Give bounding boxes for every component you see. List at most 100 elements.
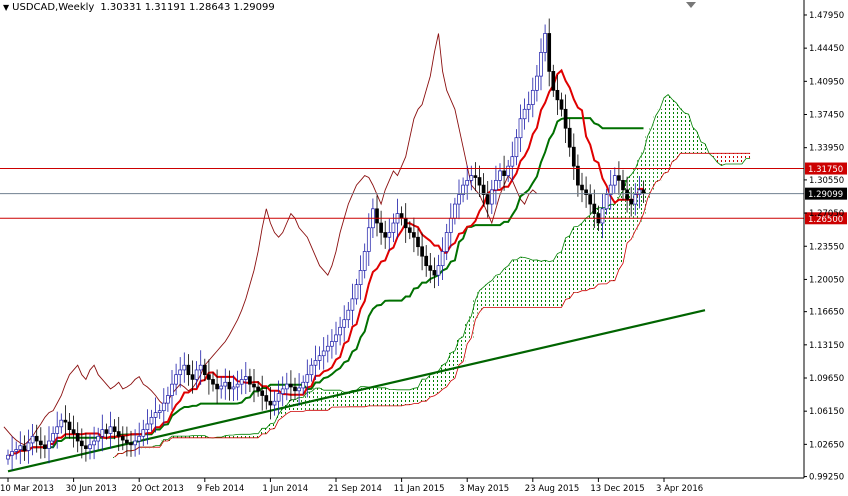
date-tick-label: 23 Aug 2015 — [525, 484, 579, 494]
cloud-band — [530, 260, 535, 308]
candle — [301, 375, 306, 395]
level-tag-label: 1.29099 — [808, 190, 843, 200]
cloud-band — [231, 434, 236, 438]
candle — [219, 376, 224, 399]
candle — [412, 217, 416, 253]
indicator-lines — [3, 33, 706, 473]
candle — [330, 329, 334, 359]
candle — [6, 449, 10, 465]
candle — [51, 426, 55, 449]
level-tag — [805, 162, 847, 175]
candle — [305, 359, 310, 398]
cloud-band — [727, 153, 732, 165]
candle — [211, 372, 215, 392]
cloud-band — [387, 389, 392, 406]
cloud-band — [399, 389, 404, 406]
candle — [276, 380, 281, 415]
level-tag-label: 1.31750 — [808, 165, 843, 175]
candle — [166, 386, 170, 412]
cloud-band — [502, 268, 507, 308]
candle — [383, 220, 388, 249]
candle — [207, 359, 211, 395]
candle — [92, 426, 96, 460]
cloud-band — [538, 261, 544, 308]
cloud-band — [420, 379, 425, 402]
date-tick-label: 13 Dec 2015 — [590, 484, 644, 494]
date-tick-label: 3 Apr 2016 — [656, 484, 703, 494]
candle — [34, 424, 39, 453]
date-tick-label: 30 Jun 2013 — [66, 484, 117, 494]
cloud-band — [194, 435, 199, 438]
candle — [399, 206, 404, 226]
candle — [407, 221, 412, 240]
candle — [79, 428, 84, 459]
cloud-band — [407, 389, 412, 405]
cloud-band — [514, 259, 519, 308]
cloud-band — [604, 207, 609, 284]
candle — [444, 223, 449, 261]
cloud-band — [522, 257, 527, 308]
candle — [268, 386, 273, 420]
candle — [182, 352, 187, 383]
cloud-band — [526, 258, 531, 308]
level-tag — [805, 187, 847, 200]
candle — [284, 372, 289, 401]
cloud-band — [415, 387, 421, 404]
cloud-band — [145, 447, 150, 449]
candle — [297, 373, 301, 406]
candle — [47, 426, 51, 464]
cloud-band — [715, 153, 720, 163]
price-tick-label: 1.13150 — [809, 341, 844, 351]
candle — [227, 370, 232, 401]
cloud-band — [469, 316, 474, 338]
cloud-band — [506, 265, 511, 308]
candle — [637, 175, 642, 209]
level-tag — [805, 212, 847, 225]
cloud-band — [174, 436, 179, 438]
candle — [592, 189, 597, 229]
date-tick-label: 21 Sep 2014 — [328, 484, 382, 494]
candle — [342, 305, 347, 342]
senkou-span-b — [114, 152, 751, 458]
cloud-band — [366, 387, 371, 406]
cloud-band — [149, 447, 154, 449]
candle — [325, 334, 330, 363]
candle — [428, 253, 433, 284]
candle — [600, 193, 605, 239]
date-tick-label: 11 Jan 2015 — [394, 484, 445, 494]
cloud-band — [723, 153, 728, 165]
candle — [22, 435, 27, 461]
date-tick-label: 3 May 2015 — [459, 484, 509, 494]
price-tick-label: 0.99250 — [809, 473, 844, 483]
horizontal-levels: 1.31750 1.29099 1.26500 — [0, 162, 847, 225]
candle — [416, 228, 420, 256]
dropdown-triangle-icon[interactable]: ▼ — [3, 3, 10, 12]
price-tick-label: 1.37450 — [809, 111, 844, 121]
candle — [358, 255, 363, 300]
candle — [63, 405, 68, 437]
cloud-band — [362, 386, 367, 407]
cloud-band — [588, 214, 593, 289]
cloud-band — [620, 190, 626, 264]
candle — [551, 64, 556, 97]
candle — [104, 423, 109, 440]
cloud-band — [182, 436, 187, 438]
down-triangle-icon[interactable] — [686, 2, 696, 8]
cloud-band — [551, 260, 556, 308]
candle — [494, 165, 498, 205]
candle — [71, 415, 76, 448]
candle — [30, 423, 35, 456]
candle — [547, 18, 552, 87]
candle — [477, 165, 482, 198]
cloud-band — [379, 387, 384, 406]
cloud-band — [567, 235, 572, 299]
cloud-band — [645, 136, 650, 199]
candle — [514, 129, 519, 166]
cloud-band — [571, 226, 576, 293]
cloud-band — [711, 153, 716, 158]
cloud-band — [465, 323, 470, 344]
cloud-band — [370, 387, 375, 406]
cloud-band — [436, 370, 441, 393]
cloud-band — [235, 434, 240, 438]
